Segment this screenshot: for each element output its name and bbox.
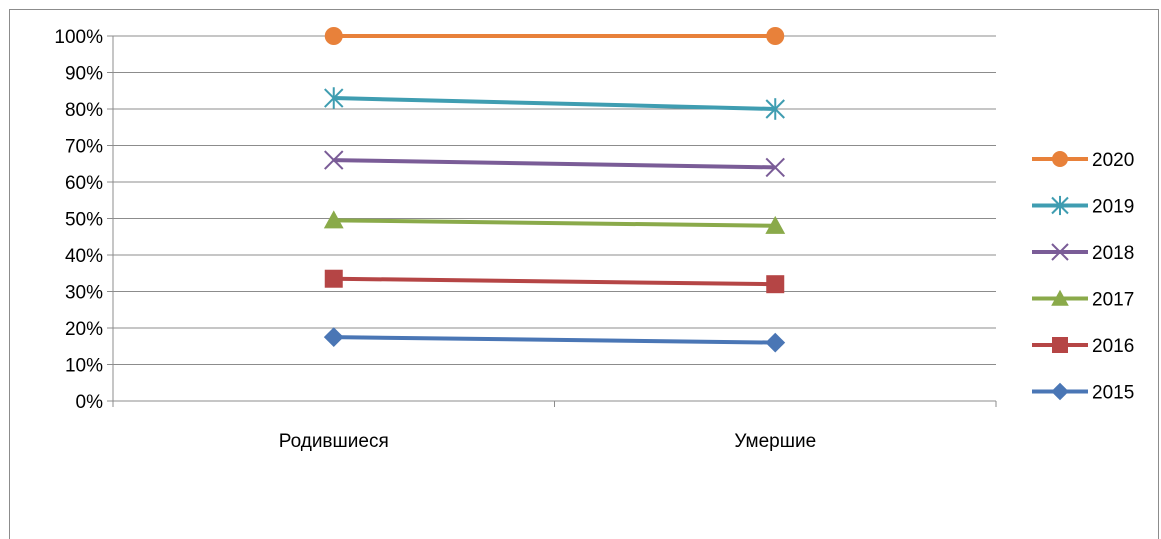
legend-item-2018: 2018 bbox=[1032, 243, 1134, 264]
series-line-2019 bbox=[333, 96, 776, 111]
legend-label: 2019 bbox=[1092, 197, 1134, 218]
legend-item-2016: 2016 bbox=[1032, 336, 1134, 357]
legend-item-2015: 2015 bbox=[1032, 383, 1134, 404]
data-point-2019 bbox=[324, 87, 344, 109]
data-point-2018 bbox=[765, 157, 785, 178]
y-tick-labels: 0% 10% 20% 30% 40% 50% 60% 70% 80% 90% 100% bbox=[54, 27, 103, 413]
legend-item-2020: 2020 bbox=[1032, 150, 1134, 171]
legend-item-2019: 2019 bbox=[1032, 195, 1134, 218]
legend-marker bbox=[1052, 151, 1068, 167]
data-point-2015 bbox=[323, 327, 344, 348]
data-point-2020 bbox=[324, 27, 343, 45]
y-tick-label: 50% bbox=[65, 210, 103, 231]
data-point-2016 bbox=[766, 275, 785, 294]
data-point-2016 bbox=[324, 269, 343, 288]
data-point-2015 bbox=[765, 332, 786, 353]
legend-label: 2020 bbox=[1092, 150, 1134, 171]
legend-label: 2016 bbox=[1092, 336, 1134, 357]
legend-marker bbox=[1051, 243, 1069, 261]
data-point-2018 bbox=[324, 150, 344, 170]
legend-marker bbox=[1051, 289, 1069, 306]
legend-label: 2017 bbox=[1092, 290, 1134, 311]
legend-marker bbox=[1052, 337, 1068, 353]
y-tick-label: 20% bbox=[65, 319, 103, 340]
chart-frame bbox=[9, 9, 1159, 539]
legend-marker bbox=[1051, 195, 1069, 216]
y-tick-label: 10% bbox=[65, 356, 103, 377]
axes bbox=[107, 35, 997, 407]
series-line-2016 bbox=[333, 276, 776, 287]
y-tick-label: 60% bbox=[65, 173, 103, 194]
x-tick-label: Умершие bbox=[734, 431, 816, 452]
y-tick-label: 90% bbox=[65, 64, 103, 85]
y-tick-label: 80% bbox=[65, 100, 103, 121]
legend-label: 2015 bbox=[1092, 383, 1134, 404]
legend-marker bbox=[1051, 382, 1069, 401]
legend: 2020 2019 2018 2017 2016 2015 bbox=[1032, 150, 1134, 404]
gridlines bbox=[113, 35, 996, 402]
x-tick-label: Родившиеся bbox=[279, 431, 389, 452]
data-point-2020 bbox=[766, 27, 785, 45]
legend-label: 2018 bbox=[1092, 243, 1134, 264]
series-line-2017 bbox=[333, 218, 776, 228]
data-point-2019 bbox=[765, 98, 785, 120]
y-tick-label: 0% bbox=[76, 392, 104, 413]
series-lines bbox=[323, 27, 786, 353]
series-line-2015 bbox=[333, 335, 776, 345]
data-point-2017 bbox=[765, 215, 786, 234]
x-tick-labels: Родившиеся Умершие bbox=[279, 431, 816, 452]
y-tick-label: 100% bbox=[54, 27, 103, 48]
y-tick-label: 70% bbox=[65, 137, 103, 158]
series-line-2018 bbox=[333, 158, 776, 170]
y-tick-label: 40% bbox=[65, 246, 103, 267]
y-tick-label: 30% bbox=[65, 283, 103, 304]
data-point-2017 bbox=[323, 210, 344, 229]
legend-item-2017: 2017 bbox=[1032, 290, 1134, 311]
